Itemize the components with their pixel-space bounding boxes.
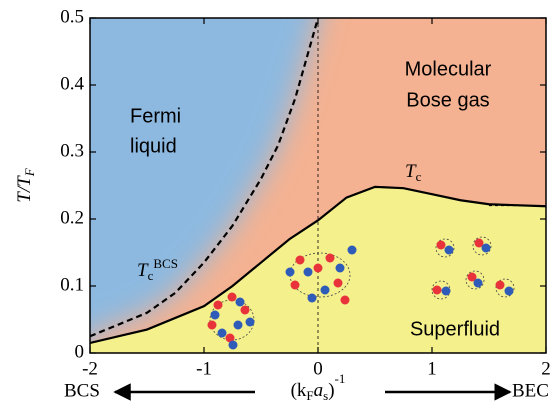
y-tick-label: 0.1: [60, 274, 84, 295]
x-axis-label: (kFas)-1: [291, 371, 346, 403]
bcs-label: BCS: [64, 380, 100, 401]
fermi-liquid-label: Fermi: [130, 105, 181, 127]
bose-gas-label: Bose gas: [406, 89, 489, 111]
tc-bcs-label-part: BCS: [153, 256, 178, 271]
y-axis-label-part: F: [22, 167, 37, 177]
y-axis-label-part: T/T: [14, 175, 35, 203]
y-tick-label: 0.5: [60, 6, 84, 27]
tc-label-part: c: [416, 169, 422, 184]
normal-bcs-region: [90, 18, 318, 337]
curve: [90, 185, 546, 345]
x-tick-label: 0: [313, 358, 323, 379]
superfluid-label: Superfluid: [410, 318, 500, 340]
pair-illustrations: [207, 236, 515, 350]
y-tick-label: 0.4: [60, 73, 84, 94]
curve: [90, 18, 320, 338]
tc-bcs-label: TcBCS: [137, 256, 178, 283]
x-axis-label-part: (k: [291, 380, 307, 401]
tc-label: Tc: [405, 161, 422, 184]
x-axis-label-part: s: [323, 388, 328, 403]
tc-bcs-label-part: c: [148, 268, 154, 283]
x-axis-label-part: F: [306, 388, 313, 403]
y-tick-label: 0.2: [60, 207, 84, 228]
tc-bcs-label-part: T: [137, 260, 149, 281]
y-tick-label: 0.3: [60, 140, 84, 161]
tc-label-part: T: [405, 161, 417, 182]
bec-label: BEC: [512, 380, 549, 401]
x-tick-label: 1: [427, 358, 437, 379]
fermi-liquid-label: liquid: [130, 135, 177, 157]
x-axis-label-part: ): [328, 380, 334, 401]
x-tick-label: -2: [82, 358, 98, 379]
y-axis-label: T/TF: [14, 167, 37, 202]
y-tick-label: 0: [75, 341, 85, 362]
bose-gas-label: Molecular: [405, 58, 492, 80]
x-tick-label: 2: [541, 358, 551, 379]
x-tick-label: -1: [196, 358, 212, 379]
x-axis-label-part: a: [314, 380, 324, 401]
x-axis-label-part: -1: [335, 371, 346, 386]
